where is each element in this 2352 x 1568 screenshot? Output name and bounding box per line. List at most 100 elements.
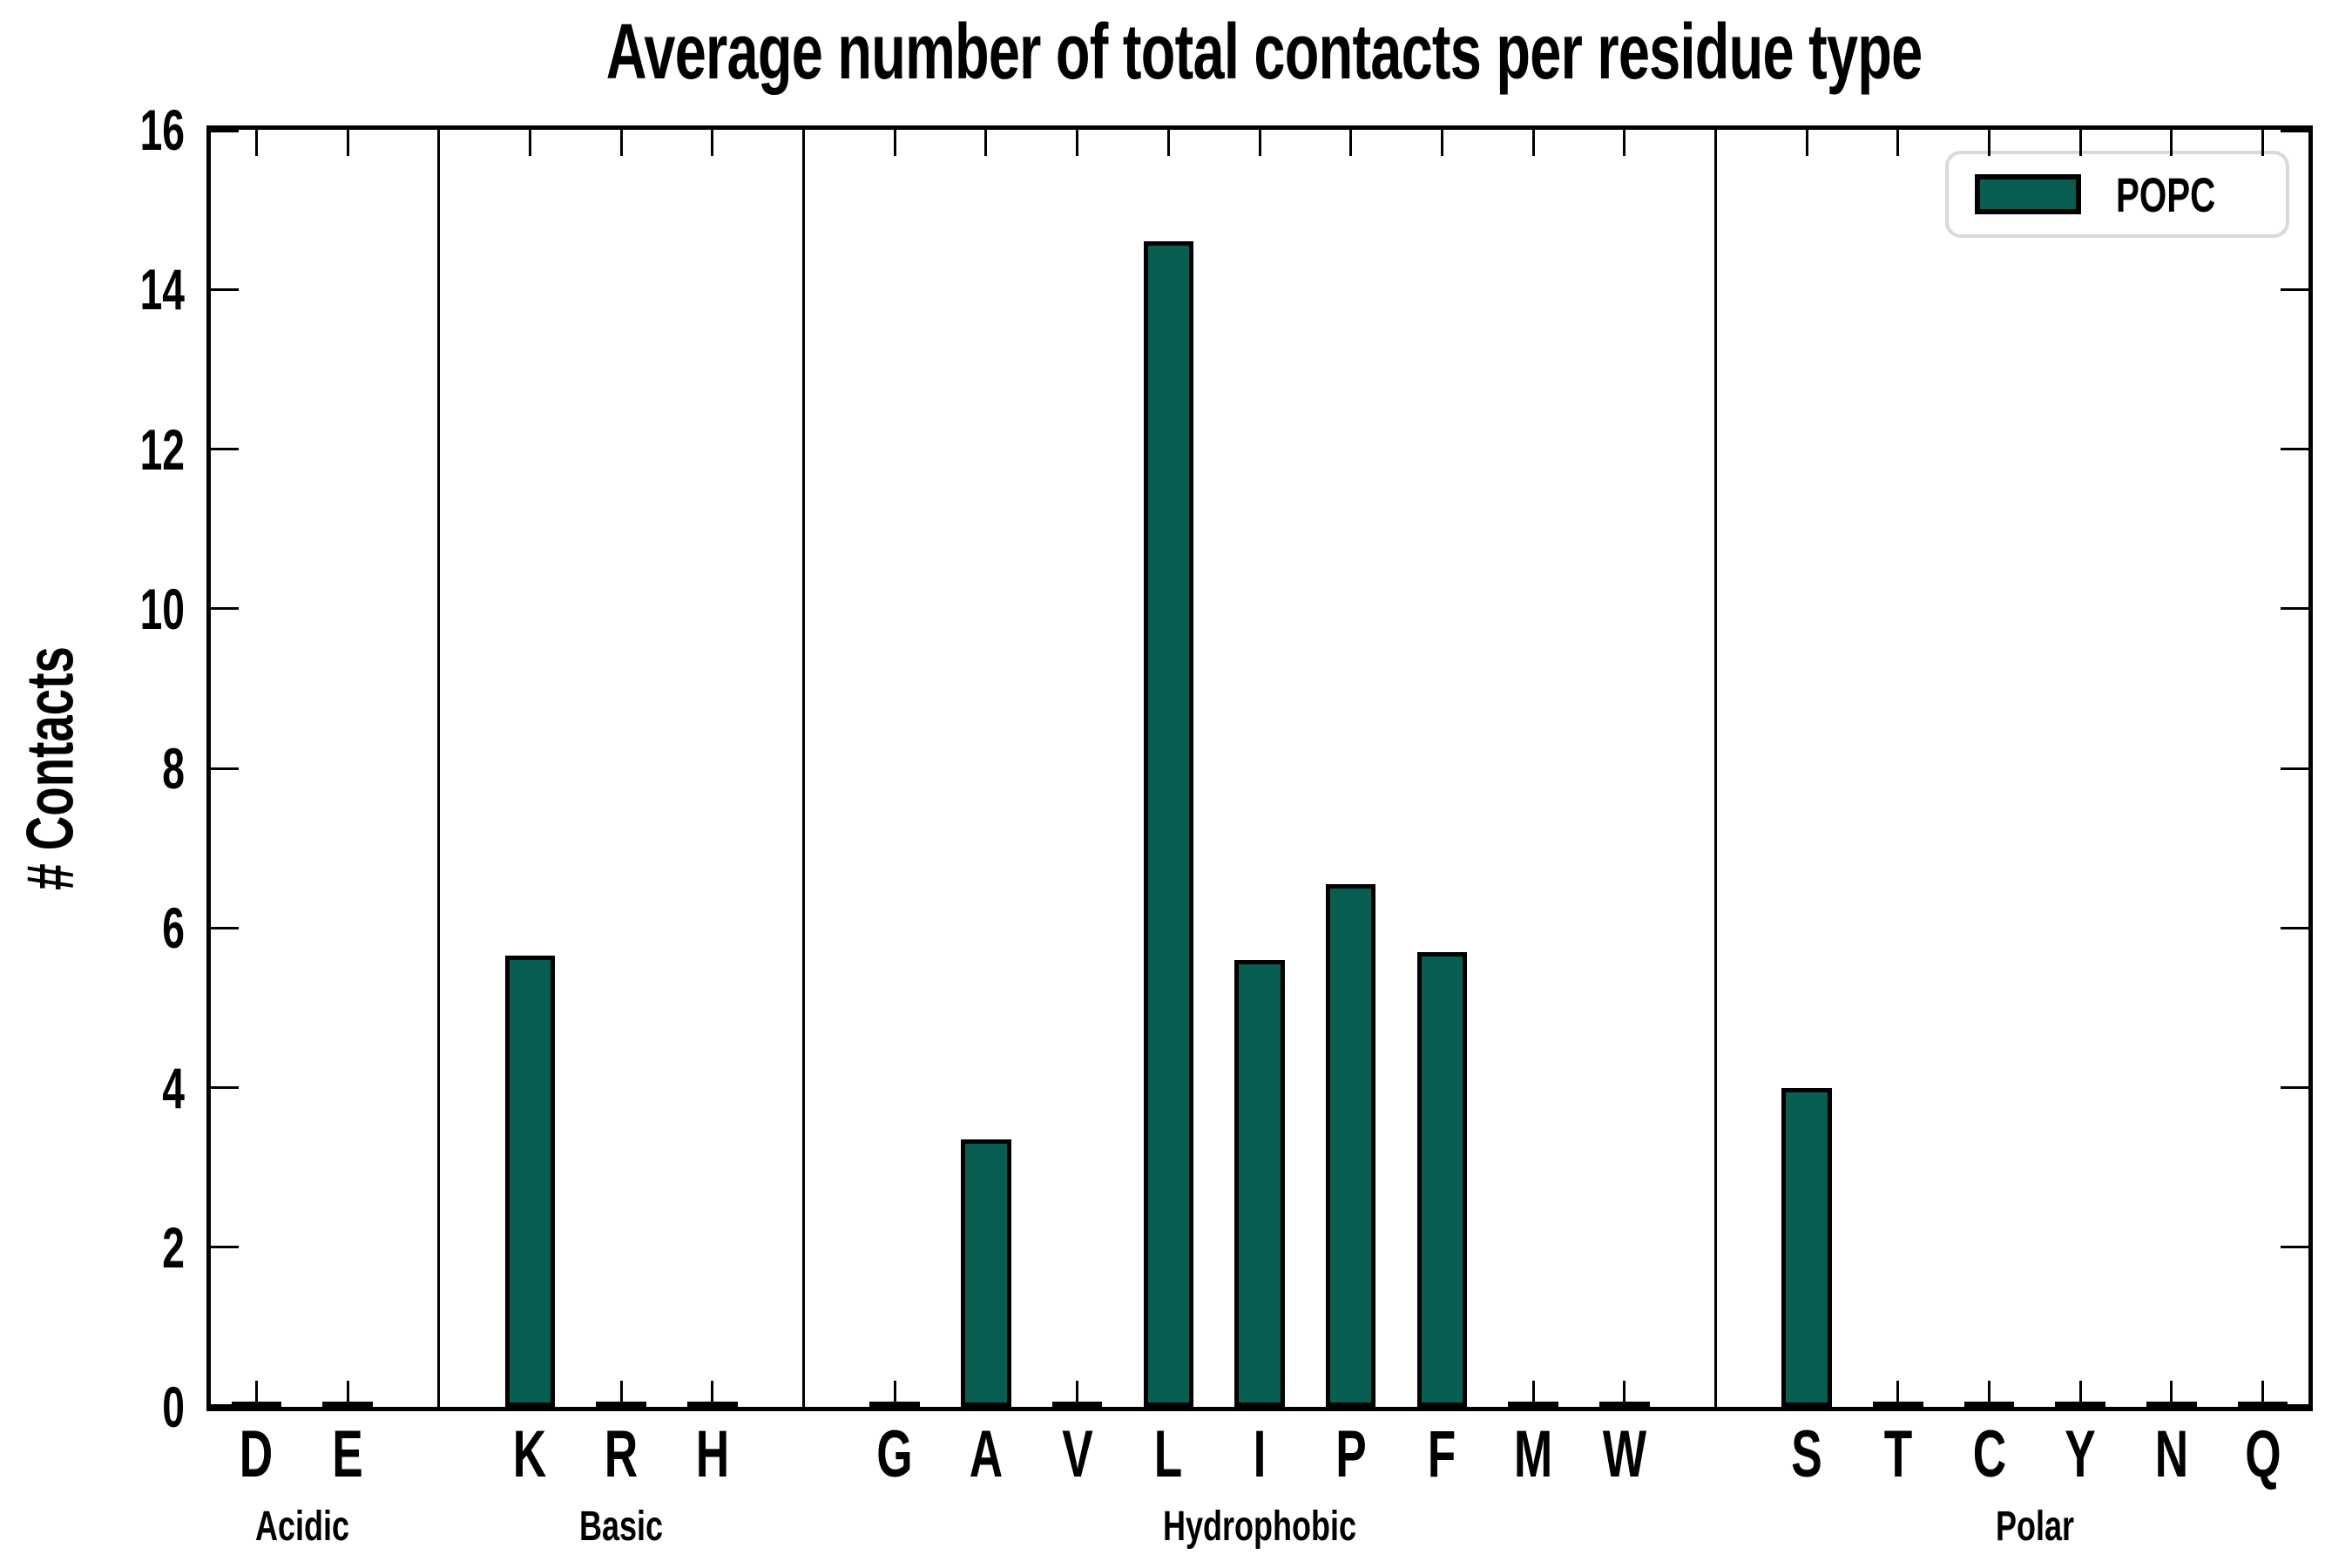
x-tick	[1623, 130, 1626, 156]
x-tick	[984, 130, 988, 156]
y-tick	[211, 448, 239, 450]
y-tick	[2281, 287, 2308, 291]
x-tick	[2078, 130, 2082, 156]
x-tick	[346, 130, 349, 156]
x-tick-label-K: K	[513, 1417, 547, 1491]
x-tick	[2261, 1381, 2265, 1407]
y-tick-label: 14	[139, 257, 185, 322]
y-tick	[211, 1086, 239, 1089]
x-tick-label-A: A	[969, 1417, 1004, 1491]
plot-area: POPC 0 2 4 6 8 10 12 14 16 D E K R H G A V L I P F M W S T C Y N Q Ac…	[140, 101, 2313, 1550]
x-tick	[2170, 1381, 2173, 1407]
chart-title-text: Average number of total contacts per res…	[605, 9, 1923, 96]
y-tick	[211, 130, 239, 132]
x-tick	[1988, 1381, 1991, 1407]
y-tick	[2281, 1086, 2308, 1089]
x-tick-label-I: I	[1253, 1417, 1267, 1491]
y-tick	[211, 926, 239, 929]
x-tick	[1076, 130, 1079, 156]
bar-C	[1963, 1402, 2015, 1407]
y-tick	[2281, 607, 2308, 611]
x-tick-label-V: V	[1061, 1417, 1093, 1491]
y-tick-label: 8	[162, 736, 185, 801]
y-tick-label: 12	[139, 416, 185, 482]
y-tick	[2281, 926, 2308, 929]
y-tick-label: 2	[162, 1214, 185, 1280]
bar-R	[596, 1402, 646, 1407]
bar-S	[1781, 1087, 1832, 1407]
bar-A	[961, 1139, 1011, 1407]
group-label-basic: Basic	[579, 1504, 664, 1550]
x-tick-label-L: L	[1154, 1417, 1183, 1491]
group-divider	[1713, 130, 1717, 1407]
bar-Y	[2055, 1402, 2106, 1407]
y-tick	[2281, 767, 2308, 770]
x-tick-label-N: N	[2154, 1417, 2189, 1491]
x-tick	[528, 130, 531, 156]
x-tick	[1076, 1381, 1079, 1407]
y-tick-label: 4	[162, 1055, 185, 1120]
x-tick	[1896, 1381, 1900, 1407]
x-tick	[1623, 1381, 1626, 1407]
y-tick	[2281, 448, 2308, 450]
x-tick-label-Y: Y	[2065, 1417, 2096, 1491]
x-tick-label-H: H	[695, 1417, 730, 1491]
y-tick	[211, 607, 239, 611]
x-tick	[1988, 130, 1991, 156]
chart-title: Average number of total contacts per res…	[211, 9, 2317, 96]
x-tick-label-W: W	[1602, 1417, 1646, 1491]
bar-N	[2146, 1402, 2197, 1407]
x-tick-label-D: D	[240, 1417, 274, 1491]
bar-G	[869, 1402, 920, 1407]
y-tick	[211, 767, 239, 770]
bar-V	[1051, 1402, 1103, 1407]
bar-K	[504, 956, 556, 1407]
bar-E	[322, 1402, 373, 1407]
x-tick	[711, 1381, 714, 1407]
x-tick	[1531, 1381, 1535, 1407]
x-tick	[619, 1381, 623, 1407]
y-tick-label: 0	[162, 1375, 185, 1439]
x-tick	[254, 1381, 258, 1407]
y-tick	[211, 287, 239, 291]
x-tick-label-Q: Q	[2244, 1417, 2281, 1491]
group-label-acidic: Acidic	[254, 1504, 349, 1550]
x-tick	[1531, 130, 1535, 156]
y-tick-label: 16	[139, 98, 185, 162]
group-label-hydrophobic: Hydrophobic	[1163, 1504, 1356, 1550]
legend-swatch-popc	[1975, 174, 2082, 214]
x-tick	[254, 130, 258, 156]
x-tick-label-C: C	[1972, 1417, 2006, 1491]
bar-H	[687, 1402, 738, 1407]
x-tick-label-S: S	[1791, 1417, 1822, 1491]
group-label-polar: Polar	[1995, 1504, 2074, 1550]
bar-D	[231, 1402, 282, 1407]
bar-F	[1416, 951, 1468, 1407]
y-tick-label: 10	[139, 576, 185, 641]
y-tick	[211, 1246, 239, 1249]
x-tick	[1349, 130, 1353, 156]
x-tick	[619, 130, 623, 156]
y-tick	[2281, 1246, 2308, 1249]
x-tick	[1258, 130, 1261, 156]
x-tick	[2170, 130, 2173, 156]
x-tick	[1440, 130, 1443, 156]
bar-W	[1598, 1402, 1650, 1407]
x-tick	[1166, 130, 1170, 156]
x-tick-label-E: E	[332, 1417, 363, 1491]
group-divider	[802, 130, 806, 1407]
x-tick	[893, 130, 896, 156]
bar-I	[1234, 959, 1285, 1407]
x-tick	[711, 130, 714, 156]
y-axis-label: # Contacts	[13, 646, 88, 890]
x-tick	[346, 1381, 349, 1407]
bar-P	[1325, 883, 1376, 1407]
y-tick	[2281, 130, 2308, 132]
x-tick	[2078, 1381, 2082, 1407]
y-tick	[211, 1404, 239, 1407]
x-tick-label-P: P	[1335, 1417, 1367, 1491]
x-tick	[893, 1381, 896, 1407]
bar-Q	[2237, 1402, 2288, 1407]
bar-M	[1508, 1402, 1558, 1407]
